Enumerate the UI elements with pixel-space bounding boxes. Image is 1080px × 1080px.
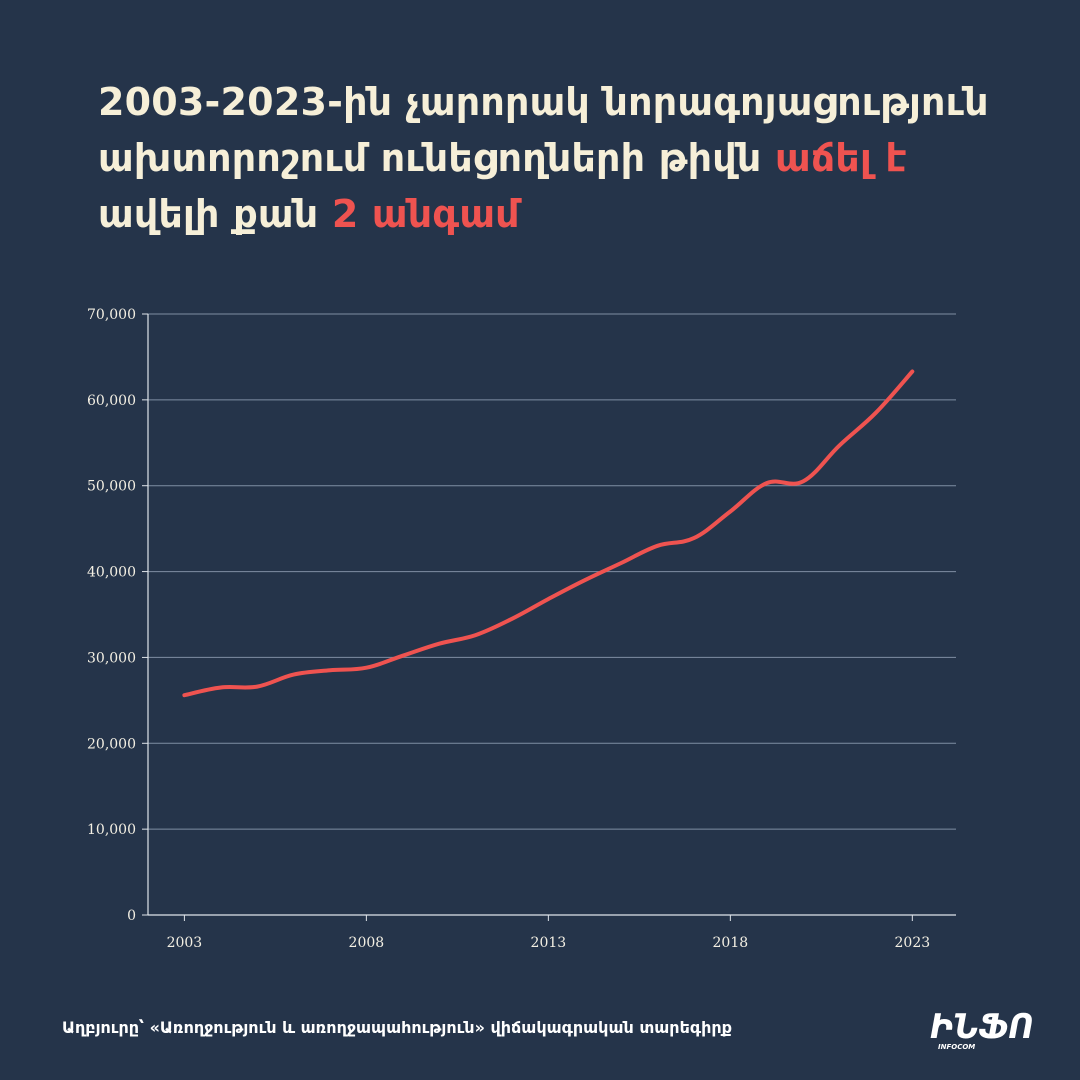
y-tick-label: 60,000 bbox=[87, 393, 136, 409]
y-tick-label: 0 bbox=[127, 908, 136, 924]
source-note: Աղբյուրը՝ «Առողջություն և առողջապահությո… bbox=[62, 1018, 733, 1037]
x-tick-label: 2003 bbox=[167, 935, 203, 951]
series-line bbox=[182, 369, 915, 698]
y-tick-label: 40,000 bbox=[87, 565, 136, 581]
x-tick-label: 2013 bbox=[531, 935, 567, 951]
x-axis-tick-labels: 2003 2008 2013 2018 2023 bbox=[167, 935, 931, 951]
x-tick-label: 2008 bbox=[349, 935, 385, 951]
infocom-logo: ԻՆՖՈ INFOCOM bbox=[930, 1007, 1034, 1051]
x-tick-label: 2018 bbox=[713, 935, 749, 951]
chart-title: 2003-2023-ին չարորակ նորագոյացություն ախ… bbox=[98, 74, 998, 242]
title-text-2: ավելի քան bbox=[98, 192, 332, 236]
axes bbox=[142, 313, 956, 921]
title-highlight-2: 2 անգամ bbox=[331, 192, 520, 236]
data-series bbox=[182, 369, 915, 698]
y-tick-label: 20,000 bbox=[87, 736, 136, 752]
gridlines bbox=[148, 313, 956, 830]
y-axis-tick-labels: 0 10,000 20,000 30,000 40,000 50,000 60,000 70,… bbox=[87, 307, 136, 924]
y-tick-label: 30,000 bbox=[87, 650, 136, 666]
logo-mark: ԻՆՖՈ bbox=[930, 1007, 1034, 1047]
title-highlight-1: աճել է bbox=[774, 136, 908, 180]
y-tick-label: 50,000 bbox=[87, 479, 136, 495]
logo-subtext: INFOCOM bbox=[938, 1043, 975, 1051]
y-tick-label: 70,000 bbox=[87, 307, 136, 323]
x-tick-label: 2023 bbox=[895, 935, 931, 951]
title-text-1: 2003-2023-ին չարորակ նորագոյացություն ախ… bbox=[98, 80, 989, 180]
y-tick-label: 10,000 bbox=[87, 822, 136, 838]
